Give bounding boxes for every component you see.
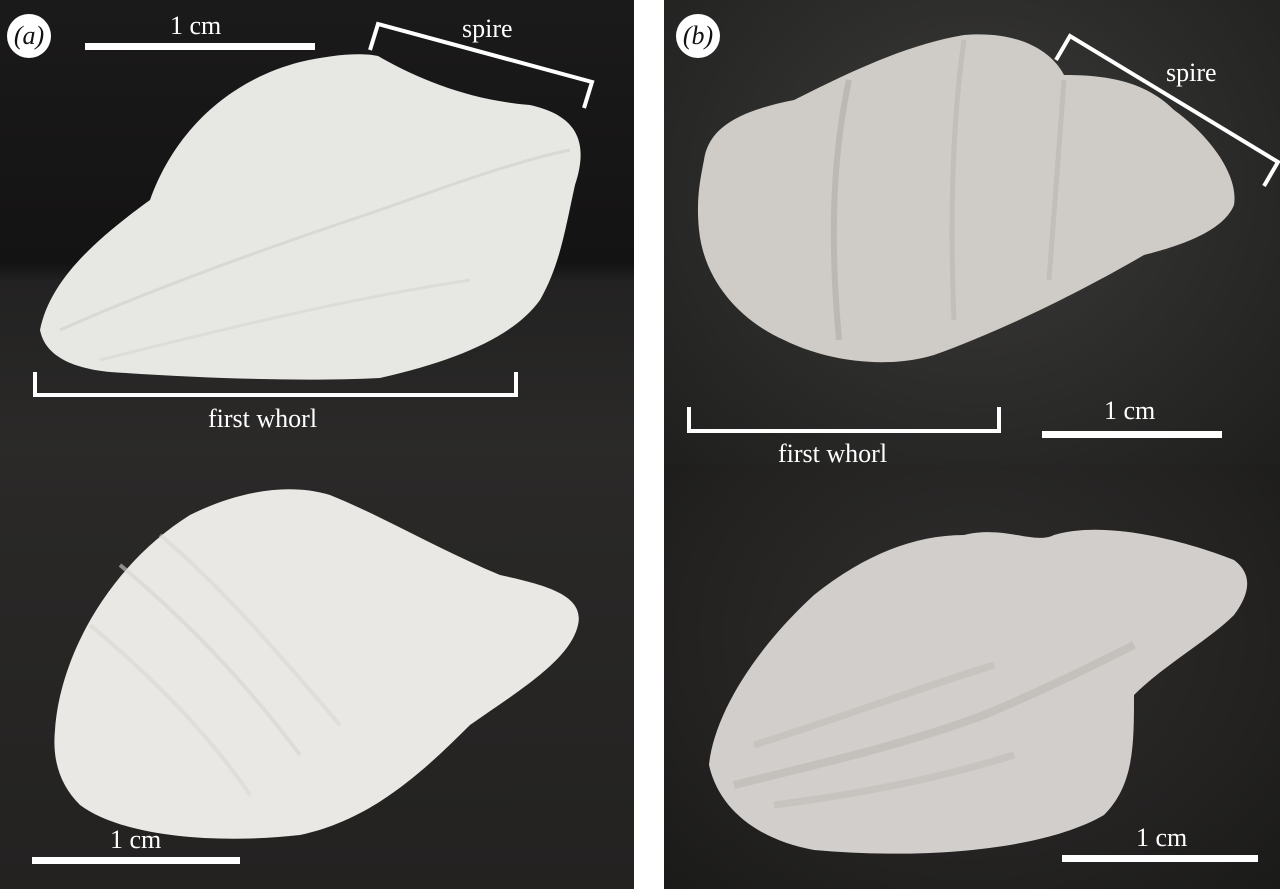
scale-label: 1 cm (170, 11, 222, 40)
scale-bar (85, 43, 315, 50)
shell-b-bottom (709, 529, 1248, 854)
shell-b-top (697, 34, 1235, 363)
panel-b-bottom-photo: 1 cm (664, 465, 1280, 889)
shell-a-bottom (54, 489, 579, 839)
spire-label: spire (1166, 58, 1217, 87)
first-whorl-bracket (33, 372, 518, 397)
first-whorl-bracket (687, 407, 1001, 433)
panel-label-b: (b) (676, 14, 720, 58)
first-whorl-label: first whorl (778, 439, 888, 466)
scale-bar (1062, 855, 1258, 862)
scale-label: 1 cm (1136, 823, 1188, 852)
panel-b-top-photo: (b) spire 1 cm first whorl (664, 0, 1280, 465)
panel-a-bottom-photo: 1 cm (0, 455, 634, 889)
shell-a-top (40, 54, 581, 380)
panel-label-a: (a) (7, 14, 51, 58)
scale-bar (32, 857, 240, 864)
spire-bracket (1054, 33, 1280, 188)
scale-label: 1 cm (1104, 396, 1156, 425)
spire-label: spire (462, 14, 513, 43)
panel-a-top-photo: (a) 1 cm spire first whorl (0, 0, 634, 455)
first-whorl-label: first whorl (208, 404, 318, 433)
spire-bracket (368, 21, 595, 109)
scale-label: 1 cm (110, 825, 162, 854)
scale-bar (1042, 431, 1222, 438)
